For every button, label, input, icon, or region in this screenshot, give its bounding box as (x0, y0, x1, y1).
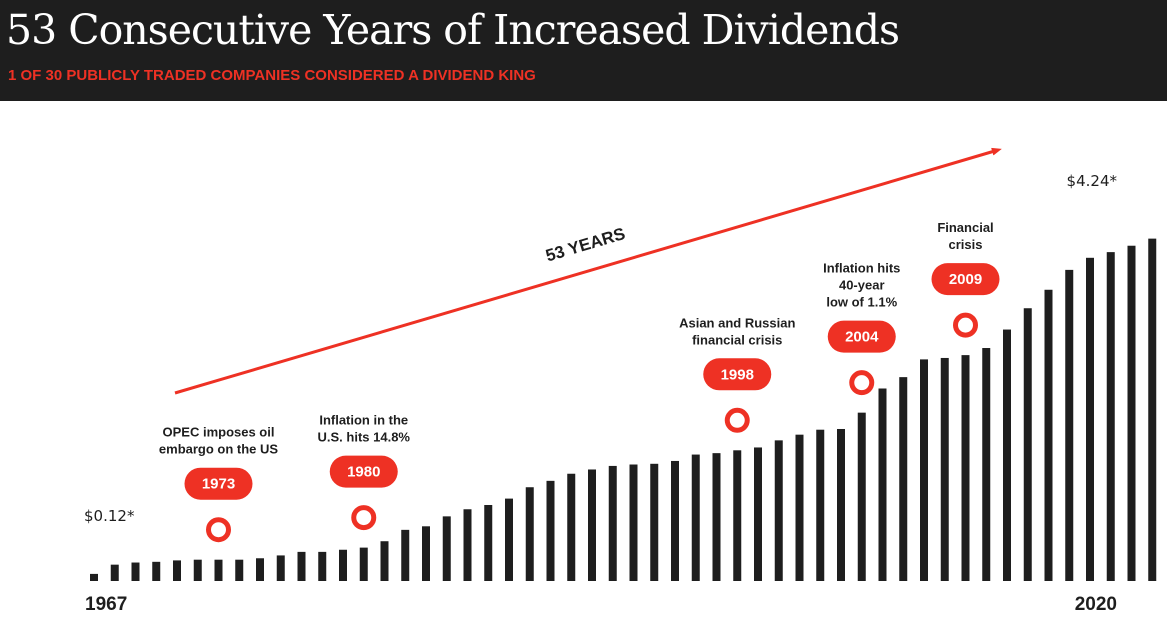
bar-1977 (297, 551, 306, 581)
annotation-text-1998: Asian and Russian (679, 315, 795, 330)
bar-1982 (401, 529, 410, 581)
bar-1973 (214, 559, 223, 581)
bar-1985 (463, 509, 472, 581)
bar-2003 (837, 428, 845, 581)
bar-2016 (1106, 252, 1115, 581)
annotations-group: 1973 OPEC imposes oil embargo on the US 198… (159, 220, 1000, 543)
page-title: 53 Consecutive Years of Increased Divide… (6, 6, 900, 54)
bar-2007 (920, 359, 928, 581)
bar-2008 (940, 357, 949, 581)
bar-1979 (339, 549, 347, 581)
bar-2004 (857, 412, 866, 581)
bar-1969 (131, 562, 140, 581)
bar-1996 (691, 454, 700, 581)
bar-1968 (110, 564, 119, 581)
bar-1970 (152, 561, 161, 581)
year-badge-1998 (703, 358, 772, 391)
marker-ring-1973 (206, 517, 231, 543)
marker-ring-2009 (953, 312, 978, 338)
annotation-text-2004: 40-year (839, 278, 885, 293)
bar-1997 (712, 453, 721, 581)
year-badge-2009 (931, 263, 1000, 296)
annotation-text-1973: OPEC imposes oil (163, 425, 275, 440)
bar-2012 (1023, 308, 1032, 581)
annotation-text-2009: Financial (937, 220, 993, 235)
bar-2011 (1003, 329, 1011, 581)
trend-label: 53 YEARS (543, 224, 627, 265)
bar-2017 (1127, 245, 1136, 581)
bar-1974 (235, 559, 244, 581)
bar-1981 (380, 541, 389, 581)
marker-ring-1998 (724, 407, 750, 433)
year-badge-label: 1998 (721, 366, 754, 383)
bar-2013 (1044, 289, 1053, 581)
year-badge-label: 1980 (347, 464, 380, 481)
bar-1998 (733, 450, 742, 581)
bar-2001 (795, 434, 804, 581)
annotation-text-1998: financial crisis (692, 332, 782, 347)
bar-1987 (505, 498, 513, 581)
annotation-text-1980: Inflation in the (319, 413, 408, 428)
annotation-text-1980: U.S. hits 14.8% (318, 430, 411, 445)
bar-1993 (629, 464, 638, 581)
bar-1983 (422, 526, 430, 581)
bar-1971 (173, 560, 181, 581)
page-subtitle: 1 OF 30 PUBLICLY TRADED COMPANIES CONSID… (8, 67, 536, 84)
end-value-label: $4.24* (1067, 172, 1118, 190)
annotation-text-1973: embargo on the US (159, 442, 279, 457)
bar-1972 (193, 559, 202, 581)
bar-1976 (276, 555, 285, 581)
year-badge-label: 2004 (845, 329, 879, 346)
bar-2005 (878, 388, 887, 581)
year-badge-2004 (827, 320, 896, 353)
bar-1988 (525, 487, 534, 581)
annotation-text-2009: crisis (949, 237, 983, 252)
bars-group (90, 238, 1157, 581)
year-badge-label: 2009 (949, 271, 982, 288)
start-year-label: 1967 (85, 594, 127, 615)
bar-1989 (546, 480, 555, 581)
bar-1975 (256, 558, 264, 581)
bar-2018 (1148, 238, 1157, 581)
marker-ring-2004 (849, 370, 875, 396)
bar-1992 (608, 465, 617, 581)
bar-2006 (899, 377, 908, 581)
bar-1978 (318, 551, 327, 581)
bar-1994 (650, 463, 659, 581)
bar-2010 (982, 348, 991, 581)
end-year-label: 2020 (1075, 594, 1117, 615)
annotation-text-2004: Inflation hits (823, 261, 900, 276)
bar-2015 (1086, 257, 1094, 581)
annotation-text-2004: low of 1.1% (826, 295, 897, 310)
year-badge-1980 (329, 455, 398, 488)
trend-arrow (174, 147, 1002, 395)
bar-1990 (567, 473, 576, 581)
bar-1991 (588, 469, 596, 581)
bar-1980 (359, 547, 368, 581)
year-badge-1973 (184, 467, 253, 500)
bar-1984 (442, 516, 451, 581)
bar-1995 (671, 460, 679, 581)
bar-2000 (774, 440, 783, 581)
start-value-label: $0.12* (84, 507, 135, 525)
year-badge-label: 1973 (202, 476, 235, 493)
bar-2014 (1065, 269, 1074, 581)
marker-ring-1980 (351, 505, 377, 531)
bar-2002 (816, 429, 825, 581)
bar-1999 (754, 447, 762, 581)
header-banner: 53 Consecutive Years of Increased Divide… (0, 0, 1167, 101)
bar-1967 (90, 573, 98, 581)
bar-2009 (961, 355, 970, 581)
bar-1986 (484, 504, 493, 581)
